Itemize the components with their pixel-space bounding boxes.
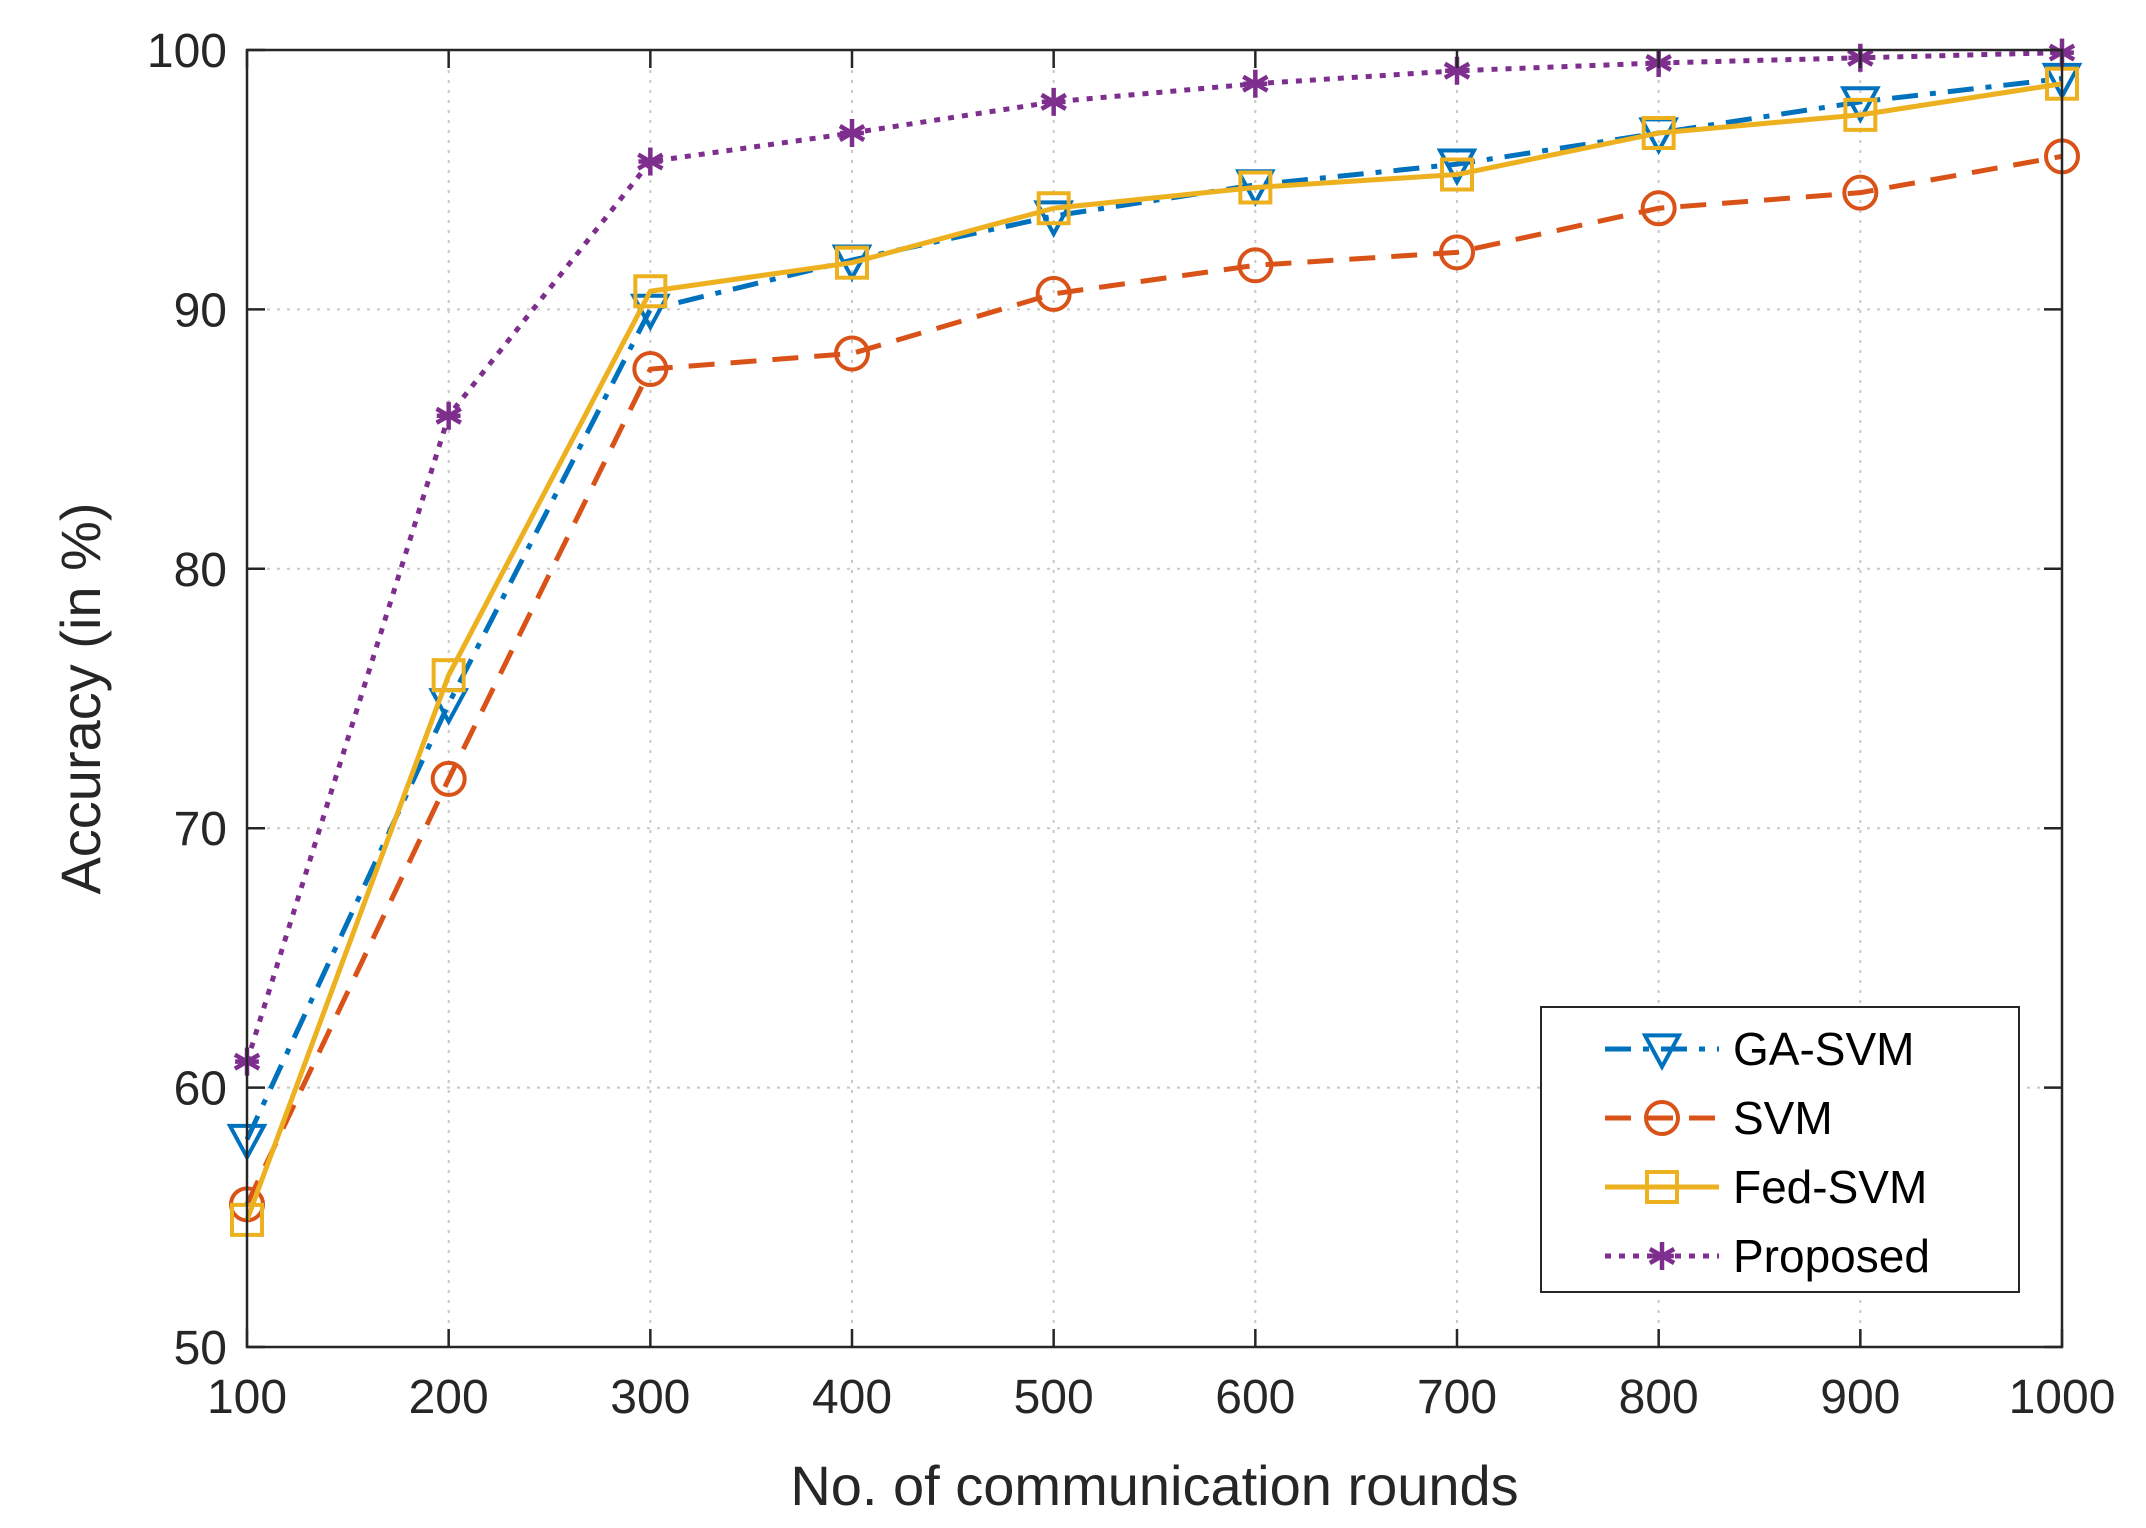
data-point-fed-svm xyxy=(835,245,869,280)
data-point-proposed xyxy=(838,119,866,148)
legend: GA-SVM SVM Fed-SVM Proposed xyxy=(1540,1006,2020,1293)
data-point-ga-svm xyxy=(1436,148,1478,187)
y-tick-labels: 50 60 70 80 90 100 xyxy=(147,25,227,1375)
data-point-svm xyxy=(1237,247,1274,284)
x-tick-label: 800 xyxy=(1619,1371,1699,1424)
y-tick-label: 70 xyxy=(174,803,227,856)
x-tick-label: 200 xyxy=(409,1371,489,1424)
data-point-proposed xyxy=(435,401,462,430)
data-point-fed-svm xyxy=(633,274,668,309)
x-tick-label: 600 xyxy=(1215,1371,1295,1424)
data-point-proposed xyxy=(637,147,664,176)
plot-frame xyxy=(245,48,2064,1349)
legend-label: SVM xyxy=(1733,1092,1833,1144)
data-point-fed-svm xyxy=(1843,97,1878,132)
x-tick-labels: 100 200 300 400 500 600 700 800 900 1000 xyxy=(207,1371,2115,1424)
series-line-fed-svm xyxy=(244,81,2063,1221)
x-tick-label: 300 xyxy=(610,1371,690,1424)
data-point-proposed xyxy=(1242,69,1269,98)
legend-box xyxy=(1540,1006,2020,1293)
legend-label: Proposed xyxy=(1733,1230,1930,1282)
series-fed-svm xyxy=(230,66,2079,1237)
legend-label: Fed-SVM xyxy=(1733,1161,1927,1213)
data-point-svm xyxy=(430,760,467,797)
data-point-fed-svm xyxy=(431,658,466,693)
x-tick-label: 900 xyxy=(1820,1371,1900,1424)
legend-item-svm: SVM xyxy=(1605,1092,1833,1144)
data-point-svm xyxy=(834,335,870,372)
data-point-ga-svm xyxy=(1839,86,1881,124)
x-tick-label: 1000 xyxy=(2009,1371,2116,1424)
data-point-fed-svm xyxy=(1641,116,1676,151)
series-line-ga-svm xyxy=(244,76,2063,1141)
y-tick-label: 50 xyxy=(174,1322,227,1375)
x-tick-label: 400 xyxy=(812,1371,892,1424)
legend-marker-fed-svm xyxy=(1645,1170,1679,1204)
x-axis-label: No. of communication rounds xyxy=(790,1454,1518,1517)
legend-marker-ga-svm xyxy=(1641,1033,1683,1072)
data-point-svm xyxy=(1439,234,1475,271)
x-tick-label: 100 xyxy=(207,1371,287,1424)
data-point-svm xyxy=(1035,275,1072,312)
data-point-svm xyxy=(1842,174,1879,211)
series-line-svm xyxy=(244,153,2063,1206)
y-axis-label: Accuracy (in %) xyxy=(49,502,112,894)
data-point-svm xyxy=(632,351,669,388)
y-tick-label: 100 xyxy=(147,25,227,78)
legend-marker-proposed xyxy=(1648,1242,1676,1270)
data-point-proposed xyxy=(1040,87,1067,116)
data-point-svm xyxy=(1640,190,1677,227)
legend-marker-svm xyxy=(1644,1100,1680,1136)
data-point-fed-svm xyxy=(1036,191,1071,226)
data-point-fed-svm xyxy=(1238,170,1273,205)
data-point-ga-svm xyxy=(1033,200,1075,239)
series-line-proposed xyxy=(244,50,2063,1063)
x-tick-label: 500 xyxy=(1014,1371,1094,1424)
x-tick-label: 700 xyxy=(1417,1371,1497,1424)
legend-item-fed-svm: Fed-SVM xyxy=(1605,1161,1927,1213)
y-tick-label: 80 xyxy=(174,544,227,597)
data-point-fed-svm xyxy=(1440,157,1474,192)
legend-label: GA-SVM xyxy=(1733,1023,1914,1075)
axis-ticks xyxy=(245,48,2064,1349)
y-tick-label: 60 xyxy=(174,1063,227,1116)
y-tick-label: 90 xyxy=(174,284,227,337)
legend-item-proposed: Proposed xyxy=(1605,1230,1930,1282)
legend-item-ga-svm: GA-SVM xyxy=(1605,1023,1914,1075)
